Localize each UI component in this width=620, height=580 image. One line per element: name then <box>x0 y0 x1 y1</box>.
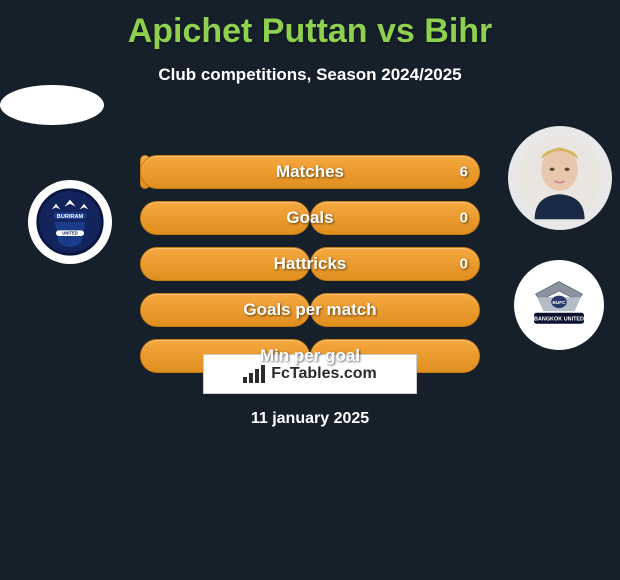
comparison-subtitle: Club competitions, Season 2024/2025 <box>0 65 620 85</box>
stat-label: Hattricks <box>274 254 347 274</box>
stat-value-right: 0 <box>460 256 468 273</box>
snapshot-date: 11 january 2025 <box>251 410 369 428</box>
stat-row: Goals per match <box>140 293 480 327</box>
stat-value-right: 0 <box>460 210 468 227</box>
bar-chart-icon <box>243 365 265 383</box>
stat-row: Matches 6 <box>140 155 480 189</box>
stat-value-right: 6 <box>460 164 468 181</box>
stat-row: Hattricks 0 <box>140 247 480 281</box>
stats-container: Matches 6 Goals 0 Hattricks 0 Goals per match M… <box>0 155 620 373</box>
stat-row: Goals 0 <box>140 201 480 235</box>
player-left-avatar <box>0 85 104 125</box>
stat-label: Min per goal <box>260 346 360 366</box>
logo-text: FcTables.com <box>271 365 377 383</box>
stat-label: Goals <box>286 208 333 228</box>
stat-label: Goals per match <box>243 300 376 320</box>
stat-bar-left <box>140 201 310 235</box>
comparison-title: Apichet Puttan vs Bihr <box>0 0 620 51</box>
stat-label: Matches <box>276 162 344 182</box>
stat-bar-right <box>310 201 480 235</box>
